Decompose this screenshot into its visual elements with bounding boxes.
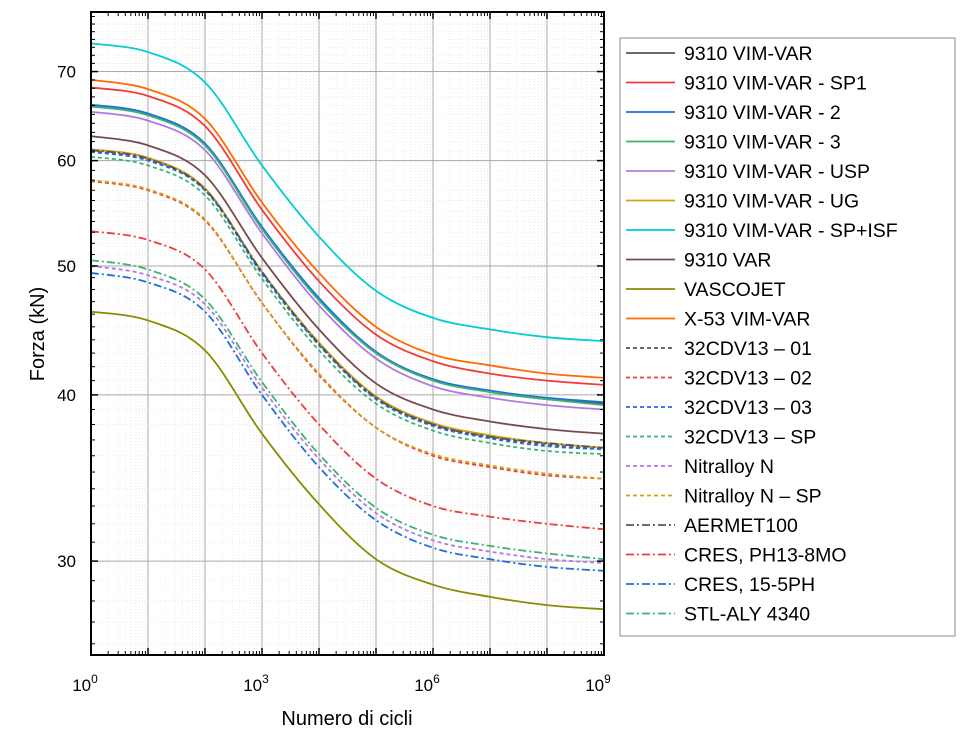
x-tick-label: 100 (72, 672, 98, 695)
series-lines (90, 42, 605, 611)
series-line-x-53-vim-var (90, 78, 605, 379)
series-line-aermet100 (90, 149, 605, 449)
legend-label-nitralloy-n-sp: Nitralloy N – SP (684, 486, 822, 508)
series-line-9310-vim-var-3 (90, 105, 605, 406)
legend-label-9310-vim-var-usp: 9310 VIM-VAR - USP (684, 161, 870, 183)
legend-label-cres-ph13-8mo: CRES, PH13-8MO (684, 545, 847, 567)
legend-label-9310-vim-var-ug: 9310 VIM-VAR - UG (684, 191, 859, 213)
plot-frame (90, 11, 605, 656)
y-tick-label: 70 (57, 63, 76, 82)
series-line-vascojet (90, 310, 605, 611)
legend-label-9310-vim-var-sp1: 9310 VIM-VAR - SP1 (684, 73, 867, 95)
legend-label-32cdv13-03: 32CDV13 – 03 (684, 397, 812, 419)
y-tick-label: 60 (57, 152, 76, 171)
x-axis-label: Numero di cicli (281, 708, 412, 730)
series-line-nitralloy-n-sp (90, 179, 605, 480)
legend-label-9310-var: 9310 VAR (684, 250, 771, 272)
legend-label-32cdv13-02: 32CDV13 – 02 (684, 368, 812, 390)
series-line-32cdv13-02 (90, 180, 605, 480)
legend-label-9310-vim-var-3: 9310 VIM-VAR - 3 (684, 132, 841, 154)
axis-ticks: 100 103 106 109 30 40 50 60 70 (57, 12, 611, 695)
series-line-cres-15-5ph (90, 272, 605, 572)
series-line-9310-vim-var-ug (90, 148, 605, 449)
legend-label-9310-vim-var: 9310 VIM-VAR (684, 43, 813, 65)
y-tick-label: 40 (57, 386, 76, 405)
series-line-9310-var (90, 135, 605, 435)
y-axis-label: Forza (kN) (27, 287, 49, 381)
series-line-9310-vim-var-usp (90, 110, 605, 411)
legend: 9310 VIM-VAR 9310 VIM-VAR - SP1 9310 VIM-V… (619, 37, 956, 637)
legend-box (619, 37, 956, 637)
legend-label-9310-vim-var-2: 9310 VIM-VAR - 2 (684, 102, 841, 124)
series-line-9310-vim-var-sp1 (90, 86, 605, 386)
legend-label-x-53-vim-var: X-53 VIM-VAR (684, 309, 810, 331)
legend-label-cres-15-5ph: CRES, 15-5PH (684, 574, 815, 596)
legend-label-9310-vim-var-sp-isf: 9310 VIM-VAR - SP+ISF (684, 220, 898, 242)
x-tick-label: 103 (243, 672, 269, 695)
legend-label-nitralloy-n: Nitralloy N (684, 456, 774, 478)
series-line-stl-aly-4340 (90, 259, 605, 561)
y-tick-label: 50 (57, 257, 76, 276)
legend-label-32cdv13-sp: 32CDV13 – SP (684, 427, 816, 449)
x-tick-label: 106 (414, 672, 440, 695)
legend-label-vascojet: VASCOJET (684, 279, 786, 301)
series-line-9310-vim-var-sp-isf (90, 42, 605, 343)
series-line-nitralloy-n (90, 265, 605, 564)
series-line-cres-ph13-8mo (90, 230, 605, 531)
legend-label-aermet100: AERMET100 (684, 515, 798, 537)
y-tick-label: 30 (57, 552, 76, 571)
series-line-9310-vim-var-2 (90, 103, 605, 404)
legend-label-stl-aly-4340: STL-ALY 4340 (684, 604, 810, 626)
x-tick-label: 109 (585, 672, 611, 695)
series-line-32cdv13-sp (90, 155, 605, 456)
series-line-32cdv13-03 (90, 151, 605, 451)
legend-label-32cdv13-01: 32CDV13 – 01 (684, 338, 812, 360)
